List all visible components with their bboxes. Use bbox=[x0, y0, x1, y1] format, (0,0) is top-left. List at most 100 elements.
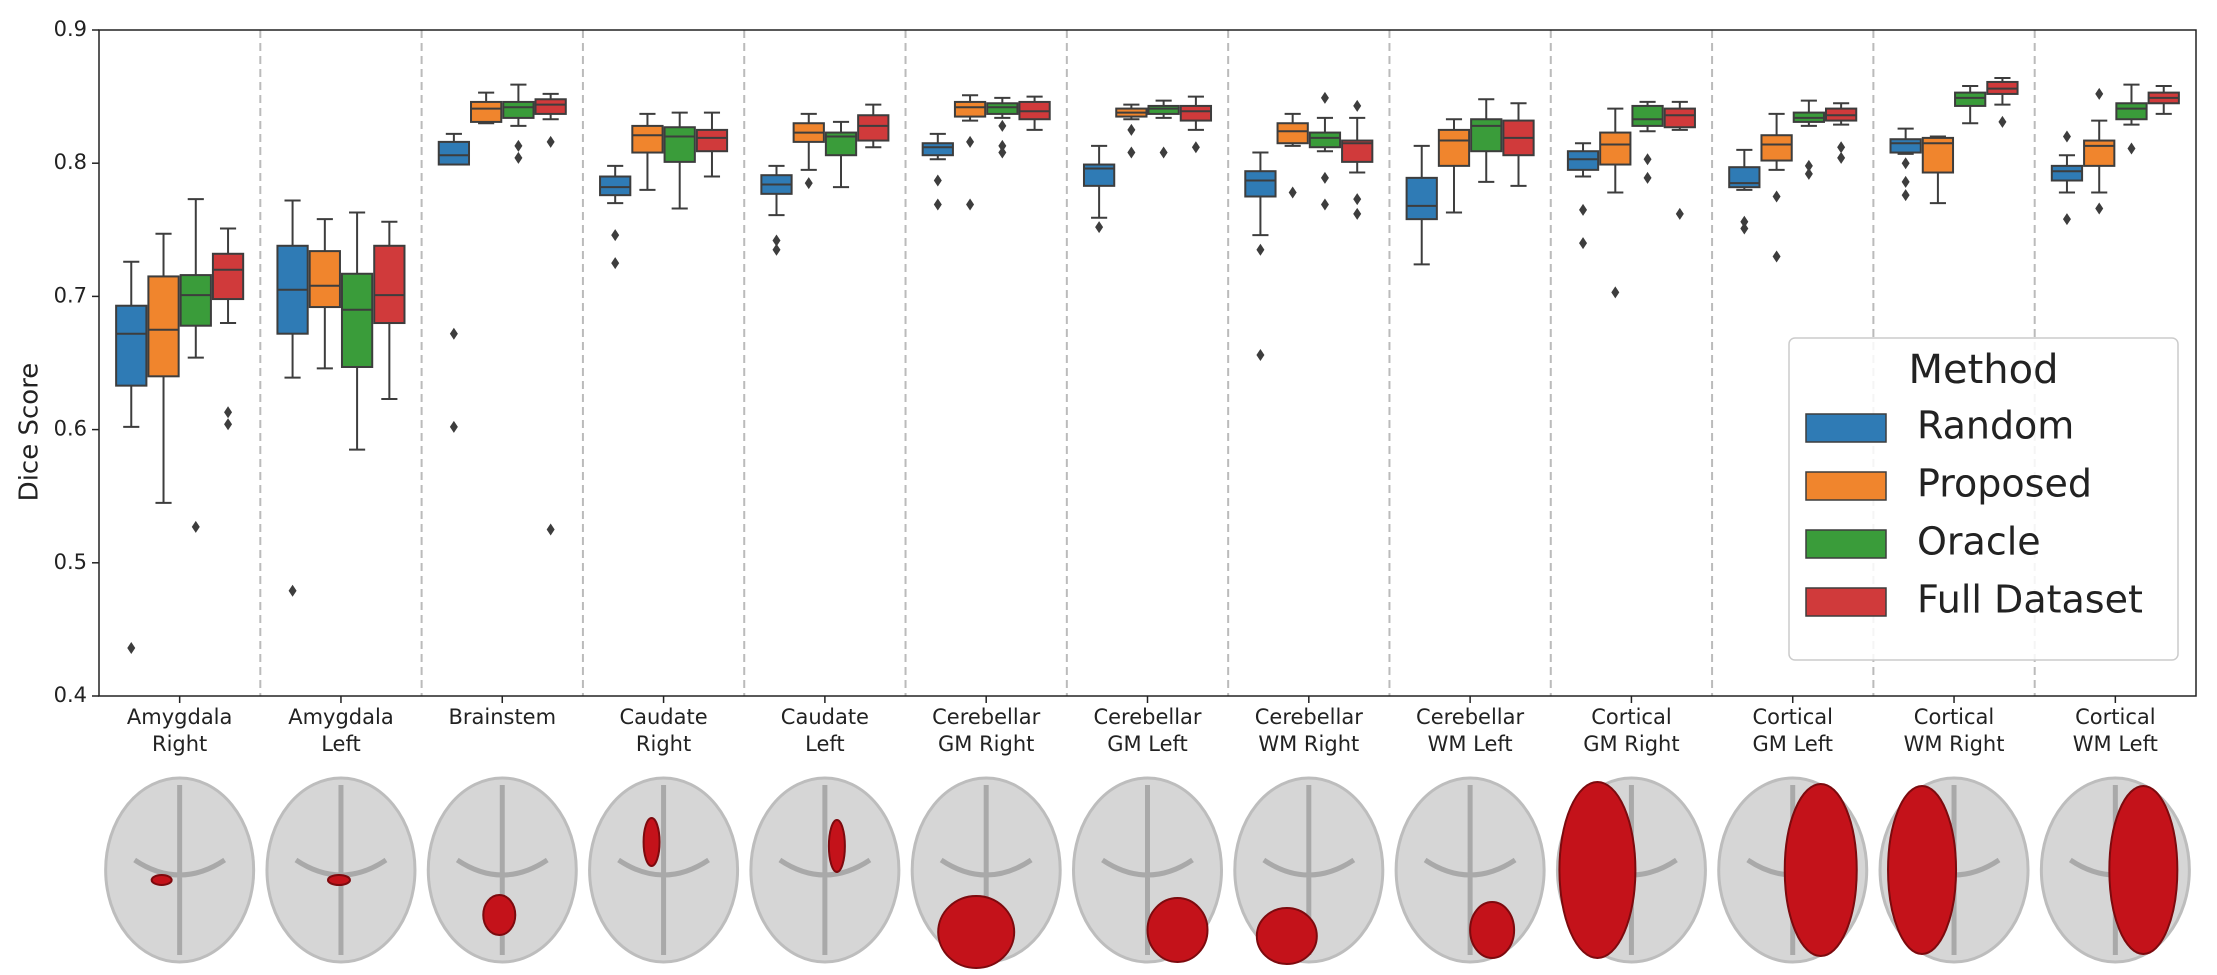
outlier bbox=[1353, 99, 1362, 112]
legend-label: Full Dataset bbox=[1917, 578, 2143, 622]
outlier bbox=[1320, 91, 1329, 104]
outlier bbox=[288, 584, 297, 597]
box bbox=[1599, 131, 1632, 166]
outlier bbox=[2062, 130, 2071, 143]
outlier bbox=[1740, 215, 1749, 228]
outlier bbox=[1804, 167, 1813, 180]
y-tick-label: 0.5 bbox=[54, 550, 87, 574]
brain-structure bbox=[1558, 781, 1637, 959]
box bbox=[1308, 131, 1342, 149]
outlier bbox=[998, 146, 1007, 159]
box bbox=[2115, 102, 2148, 121]
outlier bbox=[1256, 243, 1265, 256]
x-tick-label: WM Left bbox=[1428, 732, 1513, 756]
box bbox=[1276, 122, 1309, 145]
y-tick-label: 0.9 bbox=[54, 17, 87, 41]
outlier bbox=[224, 406, 233, 419]
box bbox=[437, 140, 471, 166]
brain-structure bbox=[2108, 785, 2179, 955]
outlier bbox=[772, 234, 781, 247]
x-tick-label: Cerebellar bbox=[1093, 705, 1201, 729]
outlier bbox=[1740, 222, 1749, 235]
box bbox=[824, 131, 858, 157]
box bbox=[1889, 138, 1922, 154]
y-tick-label: 0.8 bbox=[54, 150, 87, 174]
x-tick-label: Cerebellar bbox=[1416, 705, 1524, 729]
outlier bbox=[127, 642, 136, 655]
legend-label: Proposed bbox=[1917, 462, 2092, 506]
box bbox=[631, 124, 664, 154]
box bbox=[921, 142, 954, 157]
box bbox=[2083, 139, 2116, 167]
y-tick-label: 0.4 bbox=[54, 683, 87, 707]
box bbox=[1470, 118, 1503, 153]
box bbox=[1341, 139, 1374, 163]
box bbox=[695, 128, 729, 153]
outlier bbox=[1320, 198, 1329, 211]
brain-structure bbox=[326, 874, 351, 886]
x-tick-label: Left bbox=[805, 732, 845, 756]
outlier bbox=[2127, 142, 2136, 155]
outlier bbox=[1772, 250, 1781, 263]
x-tick-label: Cerebellar bbox=[932, 705, 1040, 729]
x-tick-label: Brainstem bbox=[448, 705, 556, 729]
x-tick-label: WM Left bbox=[2073, 732, 2158, 756]
outlier bbox=[2062, 213, 2071, 226]
box bbox=[1631, 104, 1664, 127]
box bbox=[340, 272, 374, 368]
x-tick-label: GM Right bbox=[938, 732, 1034, 756]
x-tick-label: Left bbox=[321, 732, 361, 756]
outlier bbox=[546, 523, 555, 536]
x-tick-label: Caudate bbox=[781, 705, 869, 729]
legend-swatch bbox=[1805, 471, 1887, 501]
x-tick-label: Right bbox=[636, 732, 691, 756]
box bbox=[1244, 170, 1277, 198]
outlier bbox=[514, 151, 523, 164]
box bbox=[2050, 164, 2084, 182]
brain-structure bbox=[482, 894, 517, 936]
x-tick-label: Right bbox=[152, 732, 207, 756]
outlier bbox=[933, 198, 942, 211]
box bbox=[470, 100, 503, 123]
box bbox=[1663, 107, 1696, 129]
outlier bbox=[2095, 202, 2104, 215]
brain-structure bbox=[1146, 897, 1209, 963]
brain-detail bbox=[778, 785, 872, 955]
x-tick-label: WM Right bbox=[1258, 732, 1359, 756]
outlier bbox=[2095, 87, 2104, 100]
outlier bbox=[1191, 141, 1200, 154]
outlier bbox=[966, 135, 975, 148]
outlier bbox=[1288, 186, 1297, 199]
brain-structure bbox=[827, 819, 846, 873]
box bbox=[115, 304, 148, 387]
brain-structure bbox=[642, 817, 661, 867]
brain-detail bbox=[617, 785, 710, 955]
legend-swatch bbox=[1805, 529, 1887, 559]
brain-structure bbox=[937, 895, 1016, 969]
outlier bbox=[514, 139, 523, 152]
outlier bbox=[1611, 286, 1620, 299]
outlier bbox=[449, 420, 458, 433]
brain-structure bbox=[150, 874, 173, 886]
outlier bbox=[1095, 221, 1104, 234]
y-tick-label: 0.7 bbox=[54, 283, 87, 307]
box bbox=[1179, 104, 1213, 122]
outlier bbox=[1901, 157, 1910, 170]
outlier bbox=[224, 418, 233, 431]
outlier bbox=[1772, 190, 1781, 203]
brain-detail bbox=[133, 785, 227, 955]
outlier bbox=[1837, 151, 1846, 164]
x-tick-label: GM Left bbox=[1752, 732, 1833, 756]
brain-structure bbox=[1255, 907, 1318, 965]
outlier bbox=[1675, 207, 1684, 220]
outlier bbox=[1804, 159, 1813, 172]
box bbox=[308, 250, 341, 309]
outlier bbox=[1837, 141, 1846, 154]
x-tick-label: Amygdala bbox=[127, 705, 232, 729]
outlier bbox=[1579, 237, 1588, 250]
x-tick-label: WM Right bbox=[1904, 732, 2005, 756]
box bbox=[1437, 128, 1471, 167]
outlier bbox=[449, 327, 458, 340]
box bbox=[1082, 163, 1116, 187]
